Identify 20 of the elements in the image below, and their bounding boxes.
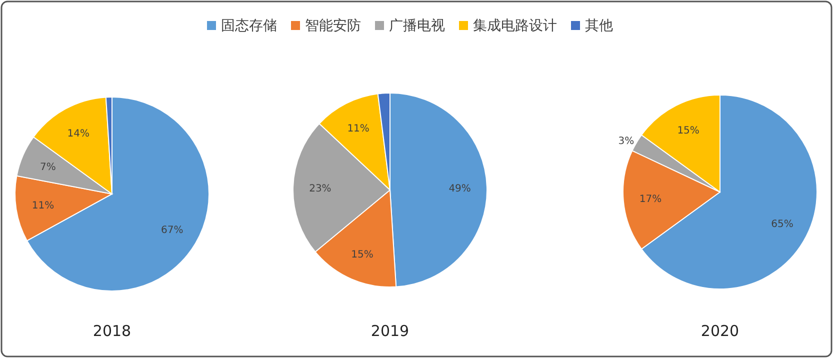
data-label: 15%	[351, 250, 374, 261]
text: 2019	[370, 322, 410, 340]
data-label: 7%	[40, 162, 56, 173]
data-label: 15%	[677, 125, 700, 136]
data-label: 3%	[618, 136, 634, 148]
data-label: 49%	[448, 183, 471, 194]
data-label: 11%	[347, 123, 370, 134]
legend-label: 固态存储	[221, 18, 277, 34]
data-label: 23%	[309, 183, 332, 194]
data-label: 11%	[32, 200, 54, 212]
legend-label: 智能安防	[305, 18, 361, 34]
data-label: 65%	[771, 219, 794, 230]
data-label: 17%	[639, 194, 662, 206]
data-label: 14%	[67, 128, 90, 140]
text: 2018	[92, 322, 132, 340]
legend-label: 其他	[585, 18, 613, 34]
legend-label: 集成电路设计	[473, 18, 557, 34]
data-label: 67%	[160, 225, 184, 236]
legend-label: 广播电视	[389, 18, 445, 34]
text: 2020	[700, 322, 740, 340]
